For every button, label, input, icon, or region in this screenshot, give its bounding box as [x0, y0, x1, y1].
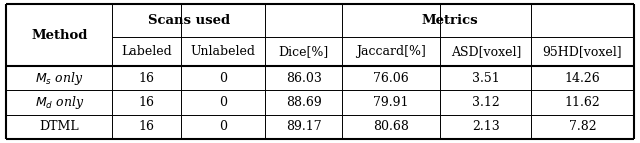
- Text: Labeled: Labeled: [122, 45, 172, 58]
- Text: 76.06: 76.06: [373, 72, 409, 85]
- Text: Method: Method: [31, 29, 88, 42]
- Text: 86.03: 86.03: [285, 72, 321, 85]
- Text: 95HD[voxel]: 95HD[voxel]: [543, 45, 622, 58]
- Text: Unlabeled: Unlabeled: [191, 45, 256, 58]
- Text: 79.91: 79.91: [373, 96, 409, 109]
- Text: Jaccard[%]: Jaccard[%]: [356, 45, 426, 58]
- Text: 16: 16: [139, 120, 155, 133]
- Text: 3.12: 3.12: [472, 96, 500, 109]
- Text: 0: 0: [220, 96, 227, 109]
- Text: 88.69: 88.69: [285, 96, 321, 109]
- Text: 89.17: 89.17: [286, 120, 321, 133]
- Text: Metrics: Metrics: [421, 14, 478, 27]
- Text: DTML: DTML: [40, 120, 79, 133]
- Text: ASD[voxel]: ASD[voxel]: [451, 45, 521, 58]
- Text: 3.51: 3.51: [472, 72, 500, 85]
- Text: 16: 16: [139, 72, 155, 85]
- Text: Scans used: Scans used: [148, 14, 230, 27]
- Text: 0: 0: [220, 72, 227, 85]
- Text: 7.82: 7.82: [569, 120, 596, 133]
- Text: 11.62: 11.62: [564, 96, 600, 109]
- Text: 0: 0: [220, 120, 227, 133]
- Text: 16: 16: [139, 96, 155, 109]
- Text: $M_d$ only: $M_d$ only: [35, 94, 84, 111]
- Text: Dice[%]: Dice[%]: [278, 45, 329, 58]
- Text: 80.68: 80.68: [373, 120, 409, 133]
- Text: 2.13: 2.13: [472, 120, 500, 133]
- Text: $M_s$ only: $M_s$ only: [35, 70, 83, 87]
- Text: 14.26: 14.26: [564, 72, 600, 85]
